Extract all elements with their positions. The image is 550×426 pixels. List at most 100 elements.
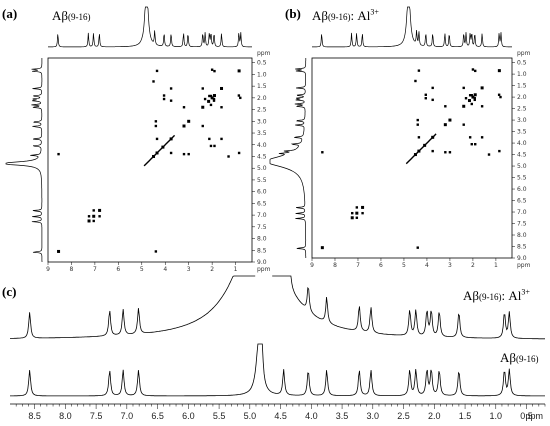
trace-top-label-main: Aβ xyxy=(463,288,480,303)
trace-bottom-line xyxy=(10,343,545,397)
panel-b-cosy-diag-peak xyxy=(480,86,484,90)
panel-a-cosy-ytick-label: 5.0 xyxy=(257,165,267,172)
panel-b-cosy-cross-peak xyxy=(497,93,501,96)
panel-b-cosy-cross-peak xyxy=(464,97,468,100)
panel-a-cosy-cross-peak xyxy=(227,155,230,158)
panel-a-cosy-diag-peak xyxy=(155,151,159,155)
panel-c-tick-label: 0.5 xyxy=(520,411,533,421)
panel-b-cosy-ytick-label: 7.5 xyxy=(517,221,527,228)
panel-b-cosy-cross-peak xyxy=(355,216,359,219)
panel-b-cosy-ytick-label: 3.5 xyxy=(517,129,527,136)
panel-b-letter: (b) xyxy=(285,6,301,21)
panel-c-tick-label: 3.0 xyxy=(367,411,380,421)
panel-a-cosy-cross-peak xyxy=(212,97,216,101)
panel-b-left-projection xyxy=(269,58,307,258)
panel-b-cosy-diagonal xyxy=(405,133,437,165)
panel-b-cosy-xtick-label: 3 xyxy=(448,262,452,269)
panel-b-cosy-xtick-label: 4 xyxy=(425,262,429,269)
panel-b-cosy-xppm-label: ppm xyxy=(517,262,531,269)
panel-b-cosy-diag-peak xyxy=(473,93,477,97)
panel-a-cosy-cross-peak xyxy=(213,144,216,148)
panel-b-cosy-ytick-label: 7.0 xyxy=(517,209,527,216)
panel-a-cosy-cross-peak xyxy=(92,209,95,212)
panel-b-cosy-diag-peak xyxy=(355,211,359,215)
panel-b-cosy-cross-peak xyxy=(351,211,354,215)
panel-a-cosy-xppm-label: ppm xyxy=(257,266,271,273)
panel-b-cosy-diag-peak xyxy=(471,95,475,99)
panel-a-cosy-ytick-label: 7.5 xyxy=(257,224,267,231)
panel-a-cosy-diag-peak xyxy=(169,137,173,141)
panel-a-cosy-cross-peak xyxy=(237,94,241,97)
panel-b-cosy-ytick-label: 5.0 xyxy=(517,163,527,170)
panel-b-cosy-diag-peak xyxy=(462,104,466,108)
panel-b-cosy-cross-peak xyxy=(462,123,465,126)
panel-a-cosy-cross-peak xyxy=(210,68,214,71)
panel-b-cosy-xtick-label: 2 xyxy=(471,262,475,269)
panel-b-cosy-diag-peak xyxy=(361,205,365,209)
panel-b-cosy-diag-peak xyxy=(431,135,435,139)
panel-b-cosy-cross-peak xyxy=(416,246,419,249)
panel-a-cosy-cross-peak xyxy=(203,97,207,101)
panel-a-cosy-cross-peak xyxy=(220,106,223,109)
panel-a-cosy-cross-peak xyxy=(209,103,213,107)
panel-a-cosy-ytick-label: 8.5 xyxy=(257,247,267,254)
panel-a-cosy-cross-peak xyxy=(182,106,186,109)
panel-b-cosy-cross-peak xyxy=(321,151,324,154)
panel-b-cosy-xtick-label: 6 xyxy=(379,262,383,269)
panel-a-cosy-ytick-label: 9.0 xyxy=(257,259,267,266)
panel-a-cosy-ytick-label: 0.5 xyxy=(257,60,267,67)
panel-b-cosy-ytick-label: 6.0 xyxy=(517,186,527,193)
panel-b-cosy-cross-peak xyxy=(480,136,484,139)
trace-bottom-label-sub: (9-16) xyxy=(516,354,539,364)
panel-c-tick-label: 2.0 xyxy=(428,411,441,421)
trace-top-label-sup: 3+ xyxy=(521,287,530,297)
panel-b-cosy-ytick-label: 8.0 xyxy=(517,232,527,239)
panel-b-cosy-cross-peak xyxy=(417,136,421,139)
panel-b-cosy-ytick-label: 3.0 xyxy=(517,117,527,124)
panel-a-cosy-ytick-label: 7.0 xyxy=(257,212,267,219)
panel-a-title: Aβ(9-16) xyxy=(52,8,91,24)
panel-b-cosy-cross-peak xyxy=(470,143,473,146)
panel-a-cosy-ytick-label: 6.5 xyxy=(257,200,267,207)
panel-b-cosy-cross-peak xyxy=(470,102,473,106)
panel-b-cosy-cross-peak xyxy=(474,69,477,73)
panel-b-cosy-diag-peak xyxy=(320,246,324,250)
panel-a-cosy-cross-peak xyxy=(57,152,60,156)
panel-a-cosy-cross-peak xyxy=(154,124,158,128)
panel-a-cosy-xtick-label: 6 xyxy=(116,266,120,273)
panel-a-cosy-diag-peak xyxy=(87,219,91,223)
panel-a-cosy-xtick-label: 2 xyxy=(210,266,214,273)
panel-a-cosy-xtick-label: 4 xyxy=(163,266,167,273)
panel-b-cosy-cross-peak xyxy=(468,136,472,139)
panel-a-cosy-cross-peak xyxy=(209,94,213,98)
panel-a-cosy-xtick-label: 5 xyxy=(140,266,144,273)
panel-b-cosy-cross-peak xyxy=(474,143,477,146)
panel-a-cosy-diag-peak xyxy=(201,105,205,109)
panel-a-cosy-ytick-label: 2.5 xyxy=(257,107,267,114)
panel-b-cosy-cross-peak xyxy=(471,68,475,71)
panel-a-left-projection xyxy=(5,58,43,262)
panel-a-cosy-ytick-label: 1.0 xyxy=(257,71,267,78)
panel-b-cosy-cross-peak xyxy=(431,86,434,90)
panel-a-cosy-cross-peak xyxy=(169,87,173,90)
panel-c-tick-label: 1.0 xyxy=(490,411,503,421)
panel-b-cosy-diag-peak xyxy=(417,149,421,153)
panel-b-cosy-cross-peak xyxy=(462,86,465,90)
panel-a-cosy-ytick-label: 2.0 xyxy=(257,95,267,102)
panel-a-cosy-cross-peak xyxy=(201,124,204,128)
panel-b-cosy-cross-peak xyxy=(355,206,359,209)
panel-a-cosy-diag-peak xyxy=(57,249,61,253)
panel-a-cosy-ytick-label: 6.0 xyxy=(257,189,267,196)
panel-a-cosy-diag-peak xyxy=(220,86,224,90)
panel-b-cosy-diag-peak xyxy=(413,153,417,157)
panel-b-cosy-diag-peak xyxy=(350,216,354,220)
panel-a-cosy-cross-peak xyxy=(201,87,204,90)
panel-a-cosy-ytick-label: 4.5 xyxy=(257,153,267,160)
panel-a-cosy-cross-peak xyxy=(155,137,159,141)
panel-a-cosy-cross-peak xyxy=(169,151,173,155)
panel-a-letter: (a) xyxy=(2,6,18,21)
panel-b-cosy-cross-peak xyxy=(468,94,472,97)
panel-b-title-main: Aβ xyxy=(312,8,329,23)
panel-b-cosy-diag-peak xyxy=(443,123,447,127)
